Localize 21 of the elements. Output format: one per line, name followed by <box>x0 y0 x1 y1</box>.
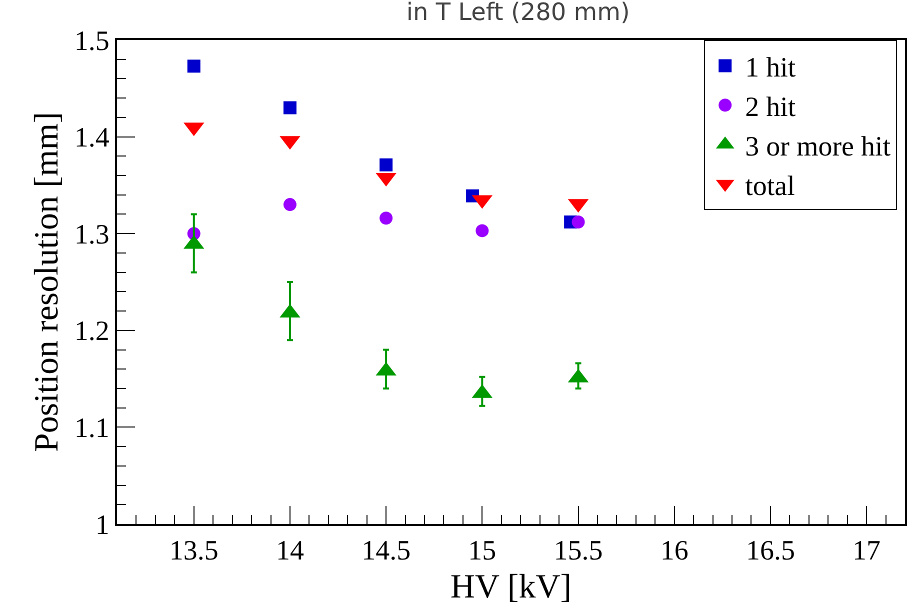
x-tick-label: 14 <box>276 536 304 567</box>
y-tick-label: 1 <box>95 510 110 541</box>
legend-label: 2 hit <box>745 92 796 124</box>
y-tick-label: 1.4 <box>74 122 110 154</box>
y-tick-label: 1.1 <box>74 413 110 444</box>
y-tick-label: 1.2 <box>74 316 110 348</box>
x-tick-label: 13.5 <box>169 536 218 567</box>
x-tick-label: 15 <box>468 536 496 567</box>
legend-label: 3 or more hit <box>745 131 891 162</box>
x-tick-label: 16.5 <box>746 536 795 567</box>
chart-title: in T Left (280 mm) <box>406 0 630 26</box>
y-axis-title: Position resolution [mm] <box>28 112 66 452</box>
legend-label: 1 hit <box>745 52 796 84</box>
x-tick-label: 14.5 <box>362 536 411 567</box>
legend-label: total <box>745 170 796 202</box>
x-tick-label: 17 <box>852 536 881 567</box>
x-tick-label: 15.5 <box>554 536 603 567</box>
y-tick-label: 1.3 <box>74 219 110 250</box>
x-axis-title: HV [kV] <box>450 568 572 606</box>
y-tick-label: 1.5 <box>74 26 110 57</box>
x-tick-label: 16 <box>660 536 688 567</box>
